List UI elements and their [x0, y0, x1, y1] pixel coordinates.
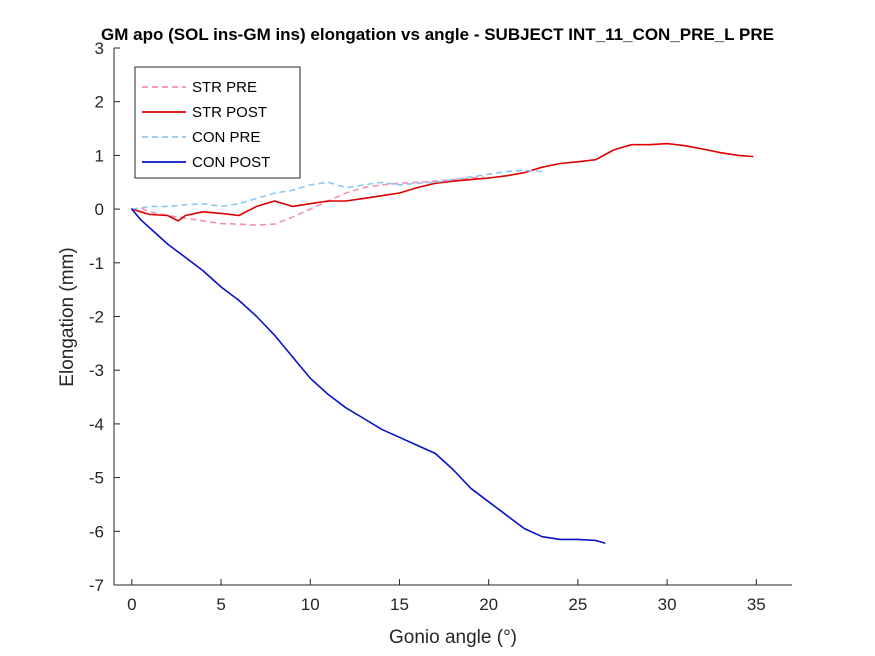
axis-ticks: 0 5 10 15 20 25 30 35 -7 -6 -5 -4 -3 -2 -1 0 1 2 3 [89, 39, 766, 614]
series-line-str-post [131, 142, 754, 222]
y-tick-label: -5 [89, 469, 104, 488]
x-tick-label: 5 [216, 595, 225, 614]
y-tick-label: -2 [89, 308, 104, 327]
y-tick-label: 0 [95, 200, 104, 219]
x-tick-label: 30 [658, 595, 677, 614]
y-tick-label: 1 [95, 146, 104, 165]
x-tick-label: 25 [568, 595, 587, 614]
series-line-con-post [131, 208, 606, 544]
series-layer [131, 142, 754, 544]
y-tick-label: -1 [89, 254, 104, 273]
y-axis-label: Elongation (mm) [57, 247, 78, 386]
y-tick-label: -7 [89, 576, 104, 595]
legend-box [134, 66, 301, 179]
x-tick-label: 20 [479, 595, 498, 614]
x-tick-label: 0 [127, 595, 136, 614]
series-line-con-pre [131, 169, 543, 210]
x-tick-label: 35 [747, 595, 766, 614]
x-tick-label: 15 [390, 595, 409, 614]
series-line-str-pre [131, 176, 484, 226]
y-tick-label: 2 [95, 93, 104, 112]
y-tick-label: 3 [95, 39, 104, 58]
legend-label: STR PRE [192, 79, 257, 96]
legend-label: STR POST [192, 104, 267, 121]
legend: STR PRE STR POST CON PRE CON POST [134, 66, 301, 179]
y-tick-label: -3 [89, 361, 104, 380]
y-tick-label: -6 [89, 522, 104, 541]
chart-title: GM apo (SOL ins-GM ins) elongation vs an… [101, 25, 774, 44]
y-tick-label: -4 [89, 415, 104, 434]
legend-label: CON POST [192, 154, 270, 171]
legend-label: CON PRE [192, 129, 260, 146]
x-tick-label: 10 [301, 595, 320, 614]
x-axis-label: Gonio angle (°) [389, 627, 517, 648]
